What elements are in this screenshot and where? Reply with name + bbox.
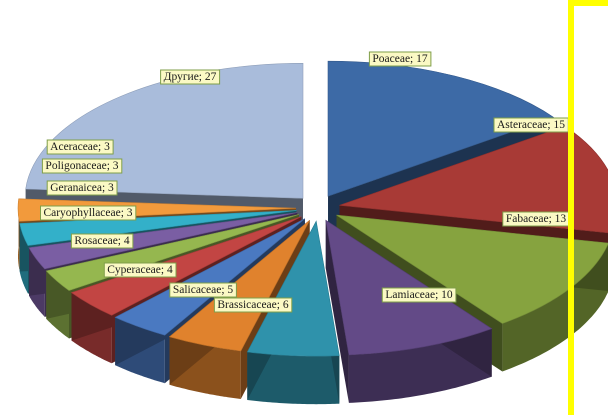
data-label-asteraceae: Asteraceae; 15 bbox=[493, 117, 569, 133]
data-label-box-aceraceae bbox=[46, 139, 114, 155]
data-label-text-geranaicea: Geranaicea; 3 bbox=[50, 182, 114, 194]
data-label-text-fabaceae: Fabaceae; 13 bbox=[506, 213, 567, 225]
slice-asteraceae bbox=[339, 125, 608, 234]
pie-labels-layer: Poaceae; 17 Asteraceae; 15 Fabaceae; 13 Lam… bbox=[40, 51, 570, 313]
data-label-text-cyperaceae: Cyperaceae; 4 bbox=[107, 264, 173, 276]
data-label-box-salicaceae bbox=[169, 282, 237, 298]
data-label-poaceae: Poaceae; 17 bbox=[368, 51, 432, 67]
slice-geranaicea bbox=[28, 212, 298, 270]
data-label-text-rosaceae: Rosaceae; 4 bbox=[74, 235, 129, 247]
slice-wall-rosaceae-1 bbox=[71, 216, 302, 341]
data-label-box-poaceae bbox=[368, 51, 432, 67]
slice-side-brassicaceae bbox=[247, 352, 340, 405]
data-label-box-caryophyllaceae bbox=[40, 205, 137, 221]
data-label-text-poligonaceae: Poligonaceae; 3 bbox=[45, 160, 118, 172]
slice-brassicaceae bbox=[246, 220, 340, 357]
data-label-lamiaceae: Lamiaceae; 10 bbox=[381, 287, 457, 303]
slice-cyperaceae bbox=[114, 218, 306, 336]
frame-left-bar bbox=[568, 0, 574, 415]
data-label-aceraceae: Aceraceae; 3 bbox=[46, 139, 114, 155]
data-label-text-aceraceae: Aceraceae; 3 bbox=[50, 141, 110, 153]
data-label-другие: Другие; 27 bbox=[160, 69, 221, 85]
data-label-box-poligonaceae bbox=[41, 158, 123, 174]
data-label-cyperaceae: Cyperaceae; 4 bbox=[103, 262, 177, 278]
data-label-fabaceae: Fabaceae; 13 bbox=[502, 211, 570, 227]
data-label-text-salicaceae: Salicaceae; 5 bbox=[173, 284, 234, 296]
data-label-box-cyperaceae bbox=[103, 262, 177, 278]
data-label-box-lamiaceae bbox=[381, 287, 457, 303]
data-label-text-lamiaceae: Lamiaceae; 10 bbox=[385, 289, 453, 301]
slice-salicaceae bbox=[168, 219, 310, 352]
slice-side-aceraceae bbox=[18, 198, 20, 270]
data-label-box-brassicaceae bbox=[213, 297, 293, 313]
data-label-text-другие: Другие; 27 bbox=[164, 71, 217, 83]
data-label-caryophyllaceae: Caryophyllaceae; 3 bbox=[40, 205, 137, 221]
data-label-text-brassicaceae: Brassicaceae; 6 bbox=[217, 299, 288, 311]
data-label-poligonaceae: Poligonaceae; 3 bbox=[41, 158, 123, 174]
slice-side-fabaceae bbox=[502, 244, 608, 372]
slice-poaceae bbox=[327, 60, 555, 197]
data-label-brassicaceae: Brassicaceae; 6 bbox=[213, 297, 293, 313]
data-label-box-rosaceae bbox=[70, 233, 134, 249]
data-label-box-другие bbox=[160, 69, 221, 85]
data-label-salicaceae: Salicaceae; 5 bbox=[169, 282, 237, 298]
data-label-geranaicea: Geranaicea; 3 bbox=[46, 180, 118, 196]
data-label-rosaceae: Rosaceae; 4 bbox=[70, 233, 134, 249]
data-label-text-caryophyllaceae: Caryophyllaceae; 3 bbox=[43, 207, 132, 219]
data-label-box-geranaicea bbox=[46, 180, 118, 196]
slice-wall-lamiaceae-1 bbox=[325, 220, 349, 403]
slice-rosaceae bbox=[70, 216, 302, 316]
data-label-text-asteraceae: Asteraceae; 15 bbox=[497, 119, 565, 131]
frame-top-bar bbox=[568, 0, 608, 6]
data-label-text-poaceae: Poaceae; 17 bbox=[372, 53, 427, 65]
